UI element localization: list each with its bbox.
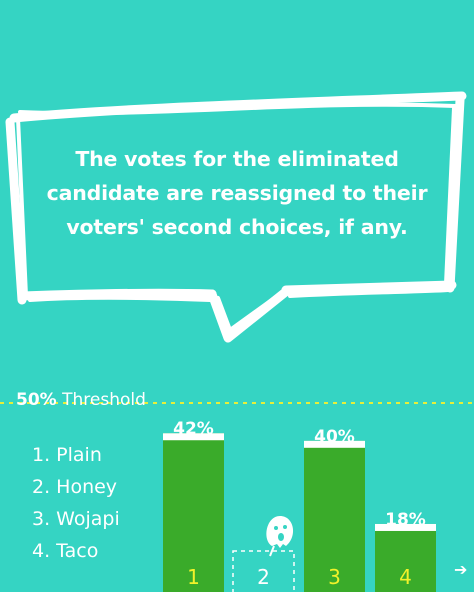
bar-1 bbox=[163, 433, 224, 592]
ghost-icon bbox=[266, 516, 294, 557]
bar-eliminated-2 bbox=[232, 550, 295, 592]
caption: The votes for the eliminated candidate a… bbox=[40, 142, 434, 244]
bar-value-label-4: 18% bbox=[385, 510, 426, 530]
bar-cap-3 bbox=[304, 440, 365, 448]
arrow-right-icon[interactable]: ➔ bbox=[454, 560, 468, 579]
bar-cap-1 bbox=[163, 433, 224, 441]
bar-cap-4 bbox=[375, 523, 436, 531]
bar-4 bbox=[375, 523, 436, 592]
legend-item-plain: 1. Plain bbox=[32, 444, 102, 466]
bar-value-label-3: 40% bbox=[314, 427, 355, 447]
caption-line-2: candidate are reassigned to their bbox=[46, 181, 428, 205]
threshold-value: 50% bbox=[16, 390, 57, 410]
legend-item-taco: 4. Taco bbox=[32, 540, 99, 562]
threshold-text: Threshold bbox=[62, 390, 146, 410]
bar-number-3: 3 bbox=[328, 565, 341, 589]
bar-number-2: 2 bbox=[257, 565, 270, 589]
bar-value-label-1: 42% bbox=[173, 419, 214, 439]
caption-line-3: voters' second choices, if any. bbox=[66, 215, 408, 239]
bar-number-1: 1 bbox=[187, 565, 200, 589]
bar-3 bbox=[304, 440, 365, 592]
bar-number-4: 4 bbox=[399, 565, 412, 589]
legend-item-wojapi: 3. Wojapi bbox=[32, 508, 120, 530]
legend: 1. Plain 2. Honey 3. Wojapi 4. Taco bbox=[32, 439, 120, 567]
legend-item-honey: 2. Honey bbox=[32, 476, 118, 498]
threshold-label: 50% Threshold bbox=[16, 390, 146, 410]
caption-line-1: The votes for the eliminated bbox=[75, 147, 399, 171]
